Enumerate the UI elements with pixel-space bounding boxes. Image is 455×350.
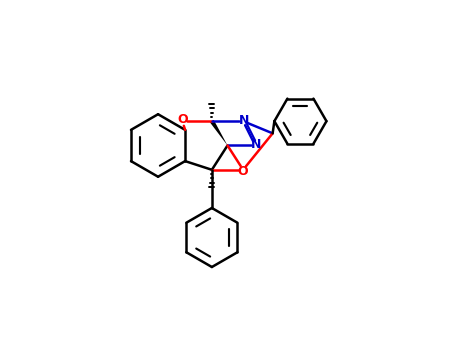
Text: N: N [238, 114, 249, 127]
Polygon shape [210, 120, 228, 146]
Text: O: O [237, 165, 248, 178]
Text: N: N [251, 138, 261, 151]
Text: O: O [177, 113, 187, 126]
